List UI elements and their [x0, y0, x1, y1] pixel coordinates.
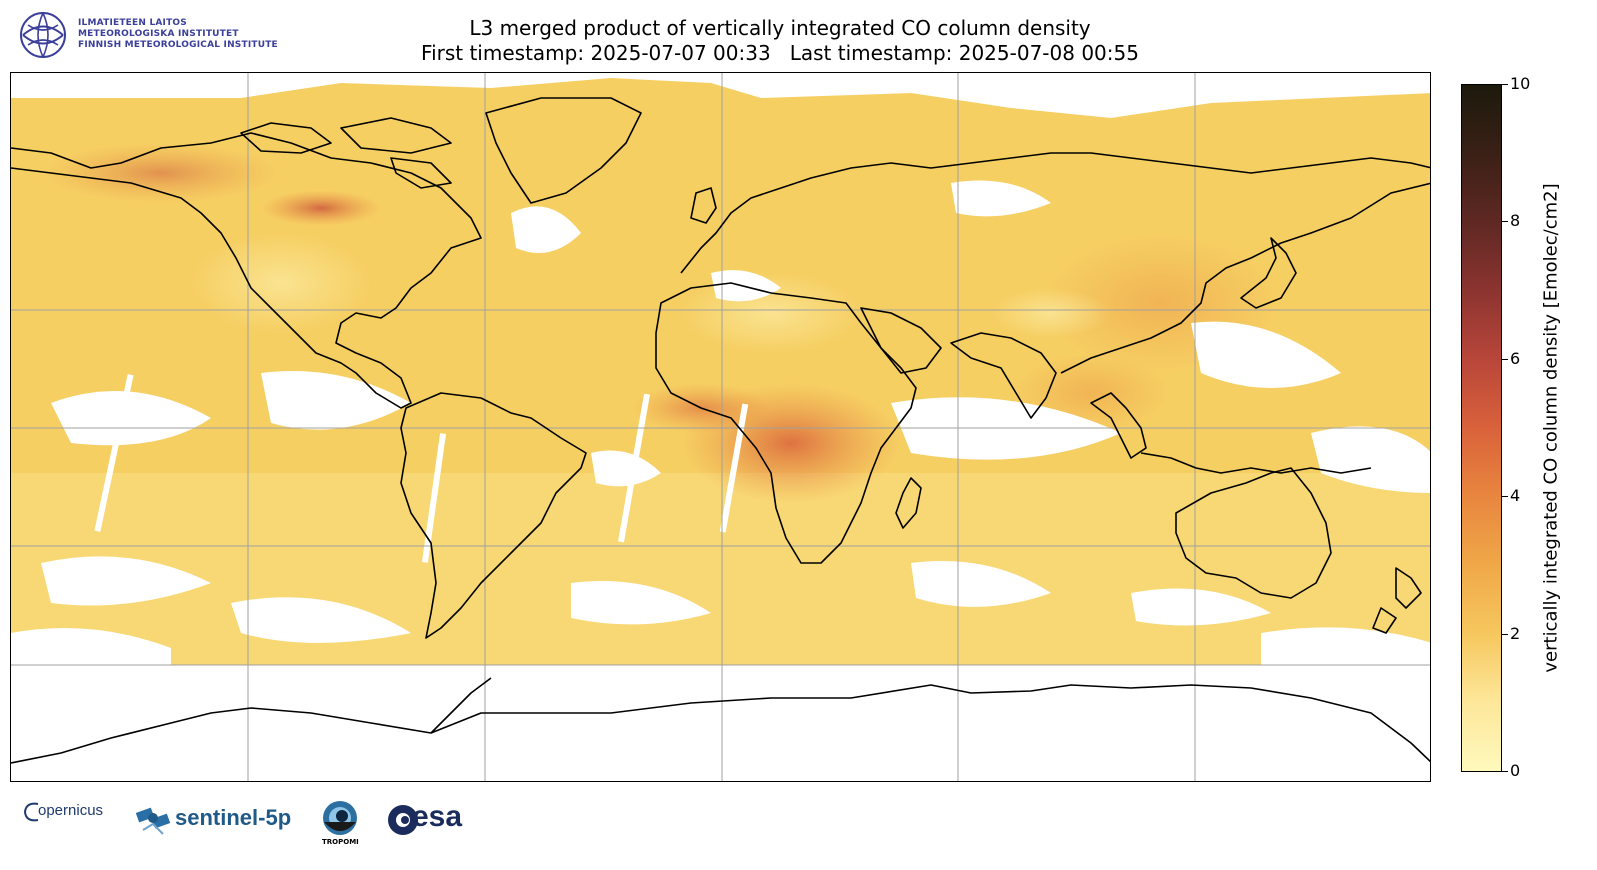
- coast-indonesia: [1140, 452, 1372, 474]
- coast-madagascar: [895, 477, 922, 529]
- coast-africa: [655, 282, 917, 564]
- coast-antarctica: [11, 684, 1430, 764]
- institute-line-en: FINNISH METEOROLOGICAL INSTITUTE: [78, 40, 278, 50]
- copernicus-text: opernicus: [38, 802, 104, 819]
- colorbar-tick-6: [1502, 359, 1508, 360]
- co-field-south: [11, 473, 1430, 665]
- gridlines: [11, 73, 1430, 781]
- colorbar-tick-10: [1502, 84, 1508, 85]
- institute-line-fi: ILMATIETEEN LAITOS: [78, 18, 187, 28]
- map-title: L3 merged product of vertically integrat…: [300, 16, 1260, 66]
- colorbar-label: vertically integrated CO column density …: [1540, 183, 1562, 673]
- coast-north-america: [11, 132, 482, 409]
- co-pale-tibet: [991, 288, 1111, 338]
- colorbar-tick-2: [1502, 634, 1508, 635]
- colorbar-tick-8: [1502, 221, 1508, 222]
- coast-india: [950, 332, 1057, 419]
- title-line-1: L3 merged product of vertically integrat…: [469, 16, 1091, 40]
- tropomi-icon: [323, 801, 357, 835]
- colorbar-tick-label-6: 6: [1510, 349, 1521, 368]
- co-hotspot-canada: [261, 190, 381, 226]
- institute-name: ILMATIETEEN LAITOS METEOROLOGISKA INSTIT…: [78, 18, 278, 51]
- colorbar: [1461, 84, 1502, 772]
- coast-south-america: [400, 392, 587, 639]
- sentinel-text: sentinel-5p: [175, 805, 292, 830]
- coastlines: [11, 97, 1430, 764]
- coast-antarctic-peninsula: [430, 677, 492, 734]
- coast-southeast-asia: [1090, 392, 1147, 459]
- esa-text: esa: [412, 800, 463, 833]
- institute-line-sv: METEOROLOGISKA INSTITUTET: [78, 29, 239, 39]
- coast-europe: [680, 152, 1430, 274]
- coast-japan: [1240, 237, 1297, 309]
- esa-icon: [388, 805, 418, 835]
- coast-greenland: [485, 97, 642, 204]
- coast-east-asia: [1060, 182, 1430, 374]
- colorbar-tick-label-0: 0: [1510, 761, 1521, 780]
- colorbar-tick-label-4: 4: [1510, 486, 1521, 505]
- coast-uk: [690, 187, 717, 224]
- colorbar-tick-label-2: 2: [1510, 624, 1521, 643]
- colorbar-tick-4: [1502, 496, 1508, 497]
- coast-arctic-islands: [240, 117, 452, 189]
- fmi-globe-icon: [20, 12, 66, 58]
- world-map: [10, 72, 1431, 782]
- satellite-icon: [135, 807, 171, 835]
- colorbar-tick-label-10: 10: [1510, 74, 1531, 93]
- coast-new-zealand: [1372, 567, 1422, 634]
- title-line-2: First timestamp: 2025-07-07 00:33 Last t…: [421, 41, 1139, 65]
- colorbar-tick-label-8: 8: [1510, 211, 1521, 230]
- tropomi-text: TROPOMI: [322, 838, 359, 846]
- coast-arabia: [860, 307, 942, 374]
- coast-australia: [1175, 467, 1332, 599]
- copernicus-icon: [23, 802, 39, 822]
- fmi-logo: ILMATIETEEN LAITOS METEOROLOGISKA INSTIT…: [18, 10, 298, 62]
- map-canvas: [11, 73, 1430, 781]
- colorbar-tick-0: [1502, 771, 1508, 772]
- co-hotspot-alaska: [41, 143, 281, 203]
